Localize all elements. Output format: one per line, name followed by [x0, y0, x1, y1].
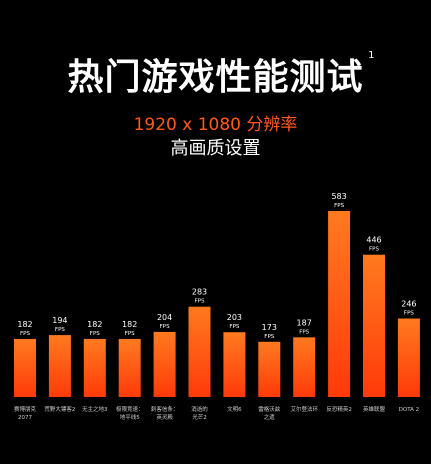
unit-label: FPS: [55, 327, 65, 333]
bar: [188, 306, 211, 397]
bar: [223, 332, 246, 397]
bar: [363, 254, 385, 397]
bar: [118, 338, 141, 397]
quality-label: 高画质设置: [170, 138, 261, 159]
data-label: 194: [52, 316, 67, 325]
category-label: 2077: [18, 415, 32, 421]
category-label: 光芒2: [192, 413, 207, 421]
data-label: 187: [297, 318, 312, 327]
category-label: 反恐精英2: [326, 405, 352, 413]
unit-label: FPS: [264, 334, 274, 340]
page-title-text: 热门游戏性能测试: [67, 57, 364, 98]
data-label: 182: [87, 320, 102, 329]
bar: [293, 337, 316, 397]
category-label: 英灵殿: [156, 413, 173, 421]
category-label: 荒野大镖客2: [44, 405, 75, 413]
data-label: 182: [17, 320, 32, 329]
unit-label: FPS: [195, 299, 205, 305]
bar: [153, 331, 176, 397]
bar: [258, 341, 281, 397]
category-label: 雷格沃兹: [258, 405, 281, 413]
category-label: 无主之地3: [82, 405, 108, 413]
unit-label: FPS: [229, 324, 239, 330]
data-label: 583: [331, 192, 346, 201]
unit-label: FPS: [160, 324, 170, 330]
bar: [48, 335, 71, 397]
unit-label: FPS: [299, 329, 309, 335]
category-label: 艾尔登法环: [290, 405, 318, 413]
unit-label: FPS: [334, 203, 344, 209]
category-label: 赛博朋克: [14, 405, 37, 413]
data-label: 203: [227, 313, 242, 322]
unit-label: FPS: [404, 311, 414, 317]
category-label: 之遗: [264, 413, 276, 421]
bar: [14, 338, 36, 397]
unit-label: FPS: [20, 331, 30, 337]
data-label: 446: [366, 236, 381, 245]
unit-label: FPS: [125, 331, 135, 337]
bar: [83, 338, 106, 397]
unit-label: FPS: [369, 247, 379, 253]
category-label: 极限竞速：: [116, 405, 144, 413]
category-label: 消逝的: [191, 405, 208, 413]
page-title: 热门游戏性能测试 1: [67, 48, 374, 100]
category-label: 文明6: [227, 405, 242, 413]
bar: [397, 318, 420, 397]
category-label: 英雄联盟: [363, 405, 386, 413]
category-label: 刺客信条：: [151, 405, 179, 413]
data-label: 246: [401, 300, 416, 309]
category-label: DOTA 2: [399, 407, 420, 413]
data-label: 283: [192, 288, 207, 297]
resolution-label: 1920 x 1080 分辨率: [133, 115, 298, 135]
unit-label: FPS: [90, 331, 100, 337]
data-label: 173: [262, 323, 277, 332]
data-label: 204: [157, 313, 172, 322]
footnote-marker: 1: [368, 50, 376, 61]
bar: [328, 211, 351, 397]
title-block: 热门游戏性能测试 1: [0, 48, 431, 100]
data-label: 182: [122, 320, 137, 329]
category-label: 地平线5: [120, 413, 141, 421]
